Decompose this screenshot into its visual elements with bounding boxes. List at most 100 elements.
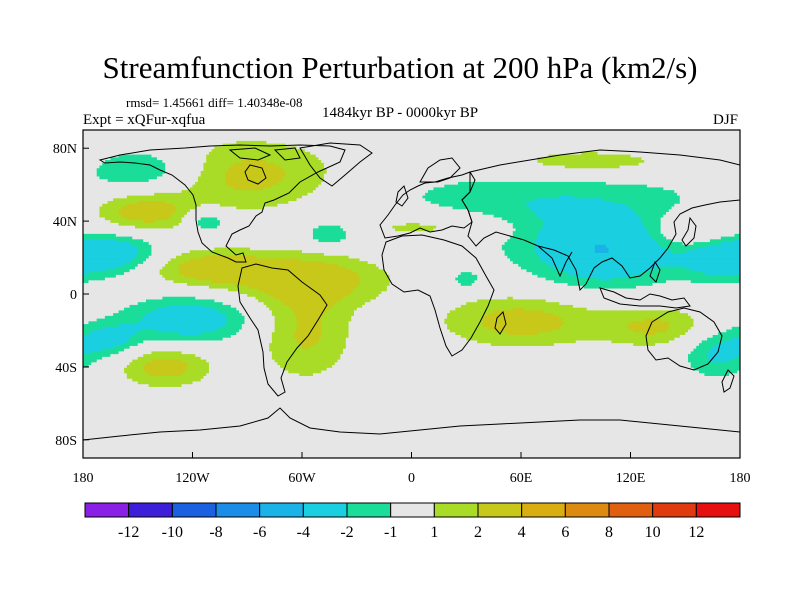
field-cell — [271, 356, 341, 361]
field-cell — [455, 332, 508, 336]
field-cell — [340, 356, 689, 361]
field-cell — [666, 329, 689, 333]
field-cell — [83, 201, 109, 205]
field-cell — [285, 171, 328, 175]
field-cell — [285, 173, 325, 178]
field-cell — [542, 220, 643, 224]
field-cell — [458, 181, 607, 186]
field-cell — [630, 154, 740, 158]
field-cell — [348, 255, 508, 260]
field-cell — [660, 225, 740, 229]
y-tick-label: 0 — [70, 288, 77, 303]
x-tick-label: 0 — [408, 471, 415, 486]
field-cell — [165, 277, 196, 281]
field-cell — [236, 332, 273, 336]
field-cell — [323, 261, 369, 265]
field-cell — [126, 340, 144, 344]
field-cell — [129, 337, 224, 342]
field-cell — [156, 157, 207, 161]
field-cell — [181, 253, 325, 257]
field-cell — [219, 310, 240, 314]
field-cell — [83, 414, 740, 418]
field-cell — [187, 283, 235, 287]
field-cell — [132, 258, 147, 262]
contour-field — [83, 130, 740, 458]
field-cell — [83, 299, 147, 303]
chart-title: Streamfunction Perturbation at 200 hPa (… — [102, 50, 698, 85]
field-cell — [165, 171, 202, 175]
field-cell — [83, 376, 128, 380]
field-cell — [181, 190, 314, 194]
field-cell — [312, 373, 706, 377]
field-cell — [559, 302, 740, 306]
field-cell — [137, 247, 153, 251]
field-cell — [83, 247, 139, 251]
field-cell — [337, 263, 377, 268]
field-cell — [477, 274, 539, 279]
field-cell — [115, 266, 136, 270]
field-cell — [389, 277, 456, 281]
y-tick-label: 80S — [55, 434, 77, 449]
field-cell — [471, 283, 569, 287]
coastline-japan — [681, 216, 697, 247]
field-cell — [151, 351, 183, 355]
field-cell — [652, 236, 667, 240]
field-cell — [351, 315, 448, 320]
field-cell — [685, 266, 740, 270]
field-cell — [718, 343, 740, 347]
field-cell — [83, 239, 117, 243]
field-cell — [477, 340, 577, 344]
field-cell — [83, 162, 103, 167]
field-cell — [187, 212, 484, 216]
field-cell — [156, 329, 215, 333]
field-cell — [359, 274, 391, 279]
field-cell — [88, 365, 128, 369]
field-cell — [88, 321, 139, 325]
field-cell — [354, 313, 448, 317]
field-cell — [148, 179, 199, 183]
field-cell — [340, 239, 508, 243]
field-cell — [247, 294, 270, 298]
field-cell — [263, 206, 454, 210]
field-cell — [83, 326, 103, 331]
field-cell — [96, 173, 163, 178]
field-cell — [208, 367, 284, 372]
field-cell — [184, 214, 495, 219]
field-cell — [315, 343, 347, 347]
field-cell — [107, 201, 139, 205]
field-cell — [337, 359, 689, 363]
field-cell — [135, 225, 174, 229]
field-cell — [564, 321, 632, 325]
field-cell — [217, 217, 503, 221]
field-cell — [269, 307, 292, 311]
field-cell — [526, 269, 560, 273]
field-cell — [668, 326, 692, 331]
colorbar-swatch — [695, 502, 741, 518]
field-cell — [178, 222, 199, 227]
field-cell — [444, 318, 484, 322]
field-cell — [611, 340, 670, 344]
field-cell — [165, 201, 289, 205]
field-cell — [734, 233, 740, 238]
stats-label: rmsd= 1.45661 diff= 1.40348e-08 — [126, 95, 303, 110]
field-cell — [619, 165, 740, 169]
field-cell — [83, 258, 133, 262]
field-cell — [83, 225, 136, 229]
field-cell — [345, 343, 492, 347]
field-cell — [102, 326, 221, 331]
field-cell — [258, 299, 281, 303]
field-cell — [187, 362, 210, 366]
field-cell — [707, 244, 740, 249]
field-cell — [83, 212, 101, 216]
experiment-label: Expt = xQFur-xqfua — [83, 112, 206, 128]
field-cell — [553, 266, 659, 270]
field-cell — [214, 247, 251, 251]
field-cell — [518, 263, 549, 268]
coastline-india — [537, 245, 573, 278]
field-cell — [228, 184, 273, 188]
field-cell — [693, 348, 711, 352]
field-cell — [135, 244, 153, 249]
field-cell — [345, 233, 514, 238]
field-cell — [635, 212, 667, 216]
field-cell — [197, 176, 226, 180]
